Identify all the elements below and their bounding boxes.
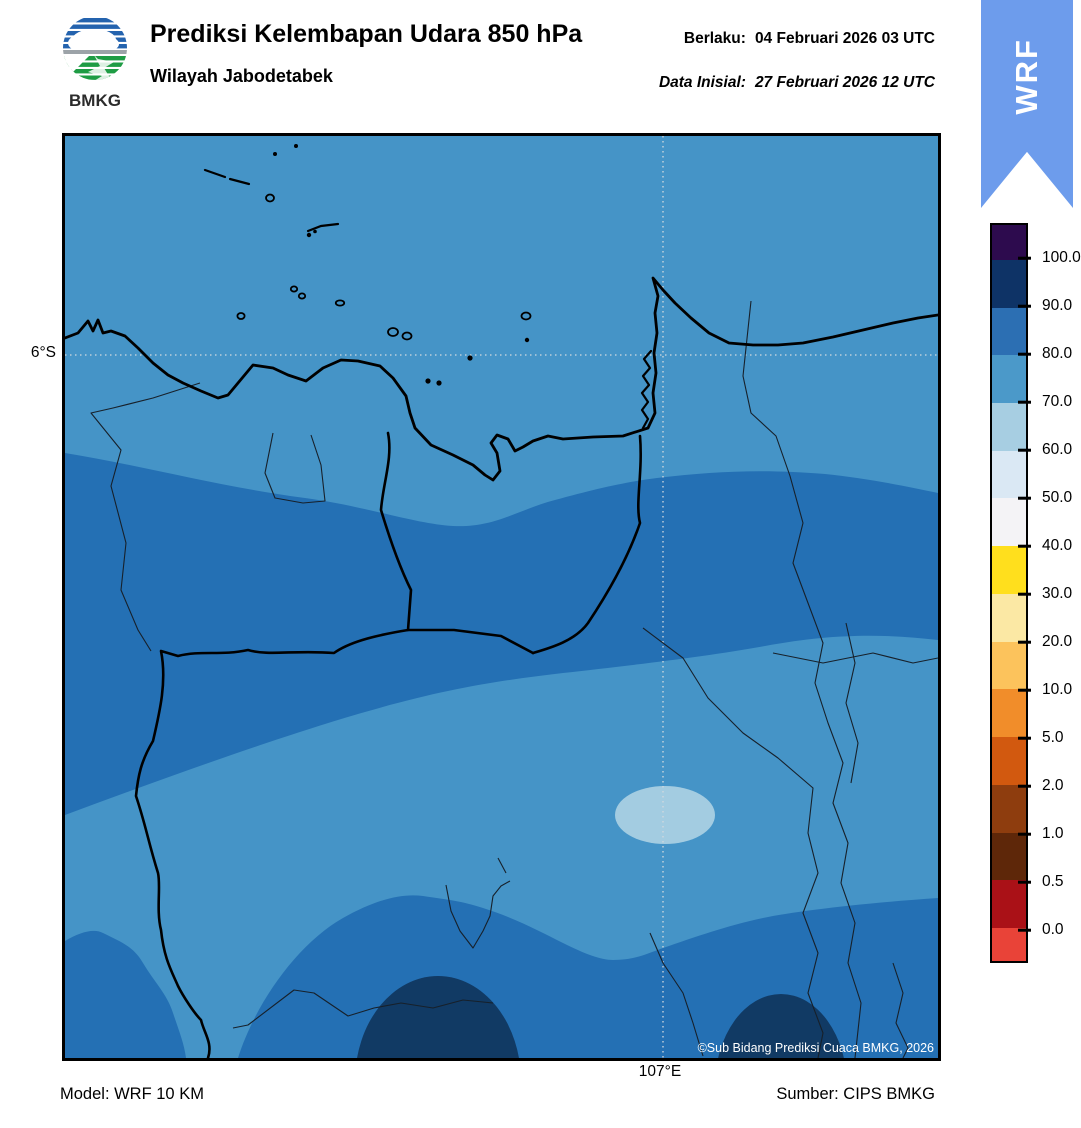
page-subtitle: Wilayah Jabodetabek (150, 66, 333, 86)
colorbar-tick-value: 40.0 (1042, 537, 1073, 554)
humidity-core-right (718, 994, 844, 1058)
colorbar-segment (992, 259, 1026, 308)
colorbar-segment (992, 355, 1026, 404)
colorbar-segment (992, 880, 1026, 929)
colorbar-segment (992, 403, 1026, 451)
colorbar-tick-value: 0.0 (1042, 921, 1064, 938)
init-time-row: Data Inisial: 27 Februari 2026 12 UTC (659, 74, 935, 92)
province-boundaries (134, 431, 642, 1058)
colorbar-segment (992, 832, 1026, 881)
map-svg (65, 136, 938, 1058)
graticule-lines (65, 136, 938, 1058)
colorbar-segment (992, 689, 1026, 738)
colorbar-tick-value: 30.0 (1042, 585, 1073, 602)
y-axis-tick-label: 6°S (30, 344, 56, 361)
humidity-band-middle (65, 453, 938, 815)
colorbar (990, 223, 1028, 963)
colorbar-segment (992, 546, 1026, 594)
wrf-model-ribbon: WRF (981, 0, 1073, 208)
map-panel: ©Sub Bidang Prediksi Cuaca BMKG, 2026 (62, 133, 941, 1061)
map-copyright: ©Sub Bidang Prediksi Cuaca BMKG, 2026 (697, 1041, 934, 1055)
colorbar-segment (992, 307, 1026, 356)
init-time-value: 27 Februari 2026 12 UTC (754, 74, 935, 91)
colorbar-segment (992, 593, 1026, 642)
colorbar-tick-value: 80.0 (1042, 345, 1073, 362)
colorbar-tick-value: 100.0 (1042, 249, 1081, 266)
humidity-patch-dry (615, 786, 715, 844)
init-time-label: Data Inisial: (658, 74, 746, 91)
district-boundaries (90, 300, 938, 1058)
x-axis-tick-label: 107°E (638, 1063, 682, 1080)
colorbar-tick-value: 0.5 (1042, 873, 1064, 890)
colorbar-segment (992, 737, 1026, 785)
colorbar-tick-value: 5.0 (1042, 729, 1064, 746)
colorbar-segment (992, 928, 1026, 961)
colorbar-segment (992, 641, 1026, 690)
colorbar-tick-value: 90.0 (1042, 297, 1073, 314)
colorbar-tick-value: 70.0 (1042, 393, 1073, 410)
model-label: Model: WRF 10 KM (60, 1085, 204, 1103)
valid-time-value: 04 Februari 2026 03 UTC (754, 30, 935, 47)
humidity-band-corner (65, 930, 186, 1058)
colorbar-segment (992, 450, 1026, 499)
colorbar-tick-value: 2.0 (1042, 777, 1064, 794)
wrf-ribbon-label: WRF (1009, 38, 1044, 115)
colorbar-segment (992, 498, 1026, 547)
colorbar-segment (992, 784, 1026, 833)
colorbar-tick-value: 50.0 (1042, 489, 1073, 506)
logo-text: BMKG (69, 91, 121, 110)
humidity-core-left (357, 976, 519, 1058)
colorbar-tick-value: 60.0 (1042, 441, 1073, 458)
coastline (65, 276, 938, 482)
valid-time-row: Berlaku: 04 Februari 2026 03 UTC (684, 30, 935, 48)
colorbar-segment (992, 225, 1026, 260)
page-title: Prediksi Kelembapan Udara 850 hPa (150, 20, 583, 48)
bmkg-logo-icon: BMKG (63, 16, 127, 110)
islands (203, 168, 532, 341)
colorbar-tick-value: 10.0 (1042, 681, 1073, 698)
source-label: Sumber: CIPS BMKG (776, 1085, 935, 1103)
island-dots (273, 144, 530, 386)
colorbar-tick-value: 20.0 (1042, 633, 1073, 650)
colorbar-tick-value: 1.0 (1042, 825, 1064, 842)
valid-time-label: Berlaku: (683, 30, 746, 47)
